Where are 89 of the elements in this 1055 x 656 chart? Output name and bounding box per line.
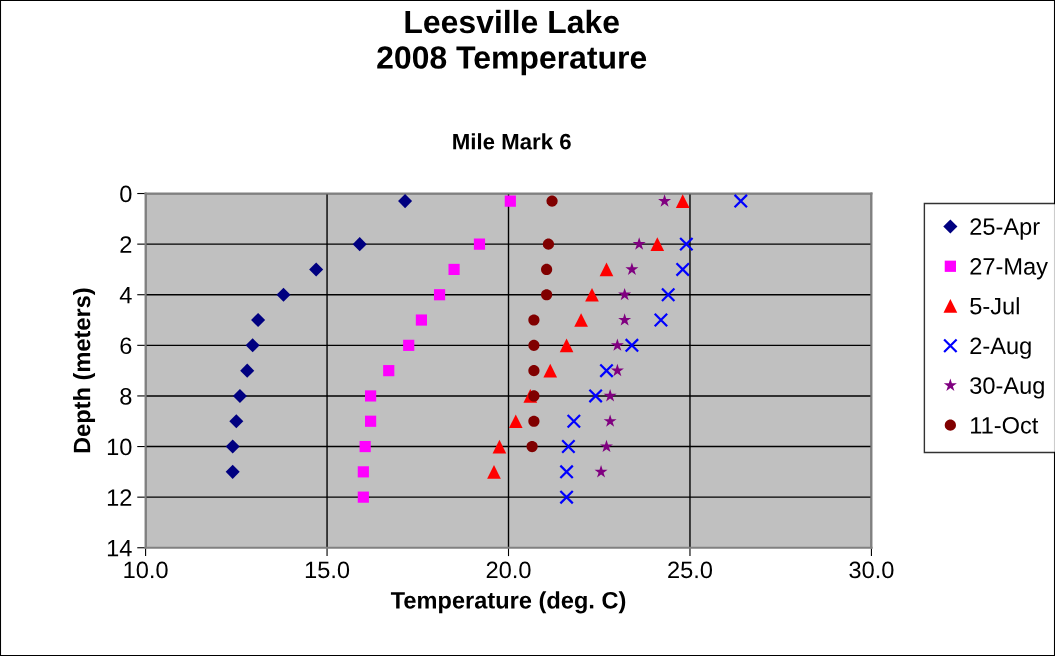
point — [229, 414, 244, 429]
point — [225, 439, 240, 454]
point — [625, 262, 639, 275]
x-tick-label: 15.0 — [305, 561, 350, 579]
chart-title: Leesville Lake 2008 Temperature — [377, 9, 647, 76]
point — [566, 413, 582, 429]
point — [504, 195, 516, 207]
point — [559, 464, 574, 480]
x-tick-label: 30.0 — [849, 561, 894, 579]
chart-subtitle: Mile Mark 6 — [453, 133, 571, 150]
point — [588, 388, 603, 404]
point — [618, 287, 632, 301]
y-tick-label: 10 — [107, 438, 132, 456]
point — [594, 465, 608, 478]
y-axis-title: Depth (meters) — [73, 288, 96, 453]
legend-label: 30-Aug — [970, 377, 1044, 399]
point — [473, 238, 486, 250]
point — [624, 338, 640, 353]
point — [225, 464, 240, 479]
point — [559, 489, 574, 505]
point — [245, 338, 260, 353]
point — [448, 263, 460, 276]
point — [561, 439, 576, 454]
point — [528, 415, 540, 427]
point — [653, 312, 669, 328]
point — [359, 440, 371, 453]
legend-label: 25-Apr — [970, 218, 1040, 240]
point — [232, 388, 247, 403]
legend-label: 5-Jul — [970, 297, 1019, 315]
y-tick-label: 0 — [120, 185, 132, 203]
y-tick-label: 8 — [120, 388, 132, 405]
point — [309, 262, 324, 277]
point — [546, 195, 558, 207]
point — [487, 465, 501, 479]
point — [352, 237, 367, 252]
point — [398, 194, 413, 209]
point — [599, 262, 614, 277]
point — [679, 236, 694, 252]
point — [528, 339, 540, 351]
point — [240, 363, 255, 378]
point — [276, 287, 291, 302]
point — [585, 287, 599, 302]
point — [357, 491, 369, 503]
y-tick-label: 6 — [120, 337, 132, 355]
point — [574, 313, 588, 327]
point — [492, 439, 507, 454]
point — [251, 313, 266, 328]
point — [658, 194, 672, 207]
point — [610, 363, 624, 377]
point — [618, 313, 632, 326]
point — [600, 439, 613, 453]
point — [675, 262, 691, 277]
point — [599, 363, 614, 378]
point — [603, 389, 617, 402]
y-tick-label: 14 — [107, 540, 132, 557]
point — [528, 365, 540, 377]
legend-label: 11-Oct — [971, 416, 1039, 434]
point — [383, 365, 395, 377]
point — [660, 287, 676, 303]
y-tick-label: 2 — [120, 236, 132, 253]
point — [543, 363, 558, 378]
point — [632, 237, 646, 250]
point — [528, 390, 540, 402]
point — [559, 338, 574, 353]
point — [733, 193, 749, 209]
legend-label: 27-May — [970, 258, 1048, 280]
point — [541, 289, 553, 301]
y-tick-label: 4 — [119, 287, 132, 304]
point — [542, 238, 555, 250]
y-tick-label: 12 — [107, 489, 132, 506]
point — [415, 314, 427, 326]
point — [603, 414, 617, 427]
point — [675, 194, 690, 208]
x-tick-label: 25.0 — [668, 561, 713, 579]
point — [433, 289, 446, 301]
x-tick-label: 20.0 — [486, 561, 531, 579]
point — [650, 237, 665, 251]
point — [528, 314, 540, 326]
point — [526, 440, 538, 453]
point — [365, 415, 377, 427]
point — [403, 339, 415, 351]
x-tick-label: 10.0 — [124, 561, 168, 579]
x-axis-title: Temperature (deg. C) — [390, 591, 626, 614]
point — [508, 414, 523, 429]
point — [365, 390, 377, 402]
legend-label: 2-Aug — [970, 337, 1031, 359]
point — [541, 263, 553, 276]
point — [357, 466, 369, 478]
point — [610, 338, 624, 351]
